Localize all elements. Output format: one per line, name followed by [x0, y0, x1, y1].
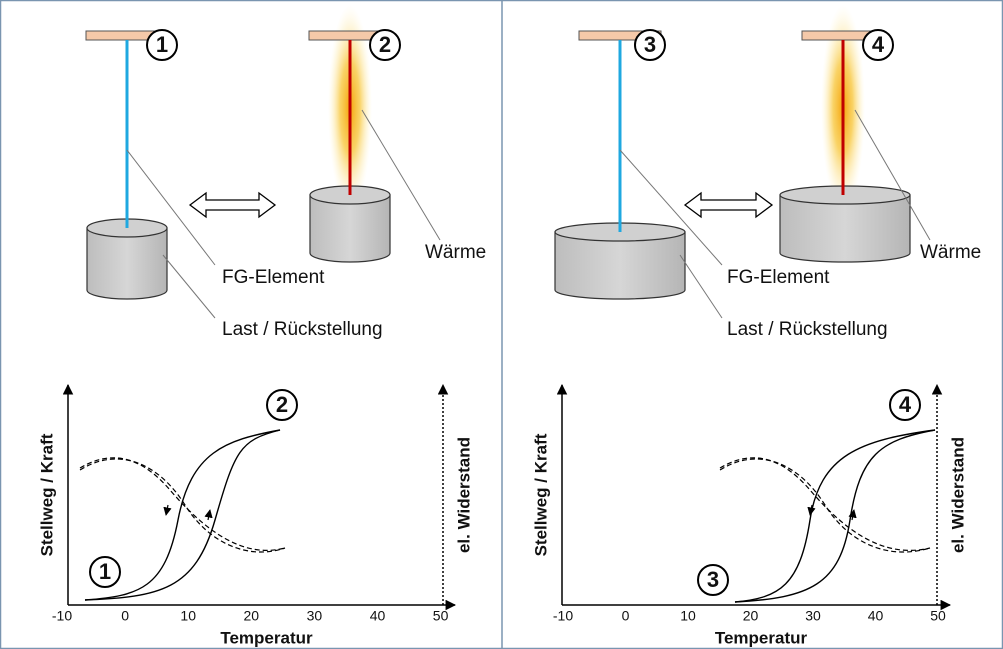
- resistance-curve: [79, 458, 286, 553]
- resistance-curve: [719, 458, 931, 553]
- marker-number: 3: [707, 567, 719, 592]
- x-tick-label: 0: [121, 608, 129, 624]
- direction-arrow: [807, 504, 816, 516]
- direction-arrow: [163, 504, 172, 516]
- load-cylinder: [309, 194, 391, 263]
- leader-line: [126, 149, 216, 266]
- load-cylinder-top: [779, 185, 911, 205]
- marker-number: 2: [276, 392, 288, 417]
- double-arrow: [188, 191, 277, 219]
- marker-number: 3: [644, 32, 656, 57]
- marker-number: 1: [156, 32, 168, 57]
- x-axis-title: Temperatur: [715, 628, 808, 647]
- x-tick-label: 30: [307, 608, 323, 624]
- resistance-curve: [719, 457, 931, 551]
- marker-circle: [146, 29, 178, 61]
- x-tick-label: 10: [180, 608, 196, 624]
- marker-circle: [697, 564, 729, 596]
- x-tick-label: -10: [52, 608, 72, 624]
- x-tick-label: 0: [622, 608, 630, 624]
- load-cylinder: [779, 194, 911, 263]
- fg-element-label: FG-Element: [222, 267, 325, 288]
- heat-label: Wärme: [920, 242, 981, 263]
- x-tick-label: 40: [370, 608, 386, 624]
- x-axis-title: Temperatur: [220, 628, 313, 647]
- leader-line: [854, 109, 931, 241]
- x-tick-label: 40: [868, 608, 884, 624]
- marker-number: 2: [379, 32, 391, 57]
- load-cylinder: [86, 227, 168, 300]
- hysteresis-curve: [84, 429, 281, 601]
- marker-circle: [266, 389, 298, 421]
- hysteresis-curve: [734, 429, 936, 603]
- direction-arrow: [848, 509, 857, 521]
- marker-circle: [889, 389, 921, 421]
- marker-number: 4: [899, 392, 912, 417]
- leader-line: [361, 109, 441, 241]
- x-tick-label: 50: [930, 608, 946, 624]
- x-tick-label: 50: [433, 608, 449, 624]
- resistance-curve: [79, 457, 286, 551]
- fg-element-label: FG-Element: [727, 267, 830, 288]
- y2-axis-title: el. Widerstand: [454, 437, 473, 553]
- x-tick-label: 10: [680, 608, 696, 624]
- marker-circle: [634, 29, 666, 61]
- load-label: Last / Rückstellung: [727, 319, 888, 340]
- hysteresis-curve: [734, 429, 936, 603]
- leader-line: [162, 254, 216, 319]
- load-label: Last / Rückstellung: [222, 319, 383, 340]
- marker-number: 4: [872, 32, 885, 57]
- y-axis-title: Stellweg / Kraft: [37, 433, 56, 556]
- marker-circle: [89, 556, 121, 588]
- hysteresis-curve: [84, 429, 281, 601]
- x-tick-label: 20: [244, 608, 260, 624]
- leader-line: [619, 149, 723, 266]
- y2-axis-title: el. Widerstand: [948, 437, 967, 553]
- x-tick-label: 20: [743, 608, 759, 624]
- marker-circle: [862, 29, 894, 61]
- x-tick-label: 30: [805, 608, 821, 624]
- marker-circle: [369, 29, 401, 61]
- direction-arrow: [204, 509, 213, 521]
- y-axis-title: Stellweg / Kraft: [531, 433, 550, 556]
- leader-line: [679, 254, 723, 319]
- marker-number: 1: [99, 559, 111, 584]
- x-tick-label: -10: [553, 608, 573, 624]
- load-cylinder: [554, 231, 686, 300]
- heat-label: Wärme: [425, 242, 486, 263]
- double-arrow: [683, 191, 774, 219]
